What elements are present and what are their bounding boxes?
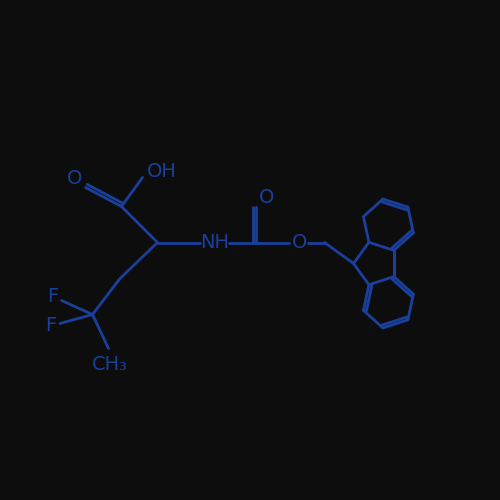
Text: NH: NH xyxy=(200,233,230,252)
Text: O: O xyxy=(67,169,82,188)
Text: F: F xyxy=(47,287,58,306)
Text: F: F xyxy=(46,316,56,336)
Text: O: O xyxy=(292,233,307,252)
Text: O: O xyxy=(260,188,274,207)
Text: OH: OH xyxy=(146,162,176,181)
Text: CH₃: CH₃ xyxy=(92,355,128,374)
